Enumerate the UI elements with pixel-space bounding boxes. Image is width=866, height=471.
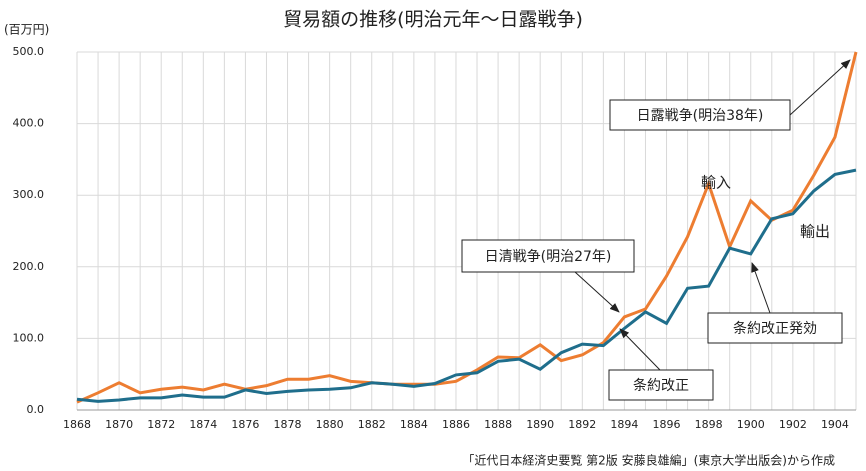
x-tick-label: 1900 (737, 418, 765, 431)
annotation-arrow (789, 59, 851, 116)
x-tick-label: 1876 (231, 418, 259, 431)
x-tick-label: 1904 (821, 418, 849, 431)
y-tick-label: 300.0 (13, 188, 45, 201)
annotation-box (707, 312, 843, 344)
x-tick-label: 1878 (274, 418, 302, 431)
x-tick-label: 1886 (442, 418, 470, 431)
y-axis-label: (百万円) (4, 23, 49, 37)
y-tick-label: 200.0 (13, 260, 45, 273)
x-tick-label: 1868 (63, 418, 91, 431)
x-tick-label: 1898 (695, 418, 723, 431)
series-line (76, 51, 858, 404)
x-tick-label: 1884 (400, 418, 428, 431)
x-tick-label: 1882 (358, 418, 386, 431)
annotation-box (608, 369, 714, 401)
annotation-box (461, 239, 635, 273)
annotation-arrow (619, 328, 661, 371)
x-tick-label: 1870 (105, 418, 133, 431)
annotation: 日清戦争(明治27年) (485, 249, 612, 265)
annotation: 日露戦争(明治38年) (637, 108, 764, 124)
x-tick-label: 1874 (189, 418, 217, 431)
x-tick-label: 1894 (610, 418, 638, 431)
annotation: 条約改正発効 (733, 320, 817, 337)
series-label: 輸入 (701, 174, 731, 192)
annotation-arrow (574, 271, 620, 313)
x-tick-label: 1888 (484, 418, 512, 431)
x-tick-label: 1902 (779, 418, 807, 431)
annotation-box (609, 99, 791, 131)
series-line (76, 168, 857, 403)
x-tick-label: 1872 (147, 418, 175, 431)
y-tick-label: 100.0 (13, 331, 45, 344)
x-tick-label: 1880 (316, 418, 344, 431)
annotation-arrow (751, 262, 771, 314)
annotation: 条約改正 (633, 377, 689, 394)
x-tick-label: 1890 (526, 418, 554, 431)
chart-title: 貿易額の推移(明治元年〜日露戦争) (283, 9, 583, 31)
x-tick-label: 1896 (653, 418, 681, 431)
y-tick-label: 500.0 (13, 45, 45, 58)
source-note: 「近代日本経済史要覧 第2版 安藤良雄編」(東京大学出版会)から作成 (462, 453, 835, 468)
series-label: 輸出 (800, 223, 830, 241)
y-tick-label: 0.0 (27, 403, 45, 416)
y-tick-label: 400.0 (13, 117, 45, 130)
x-tick-label: 1892 (568, 418, 596, 431)
